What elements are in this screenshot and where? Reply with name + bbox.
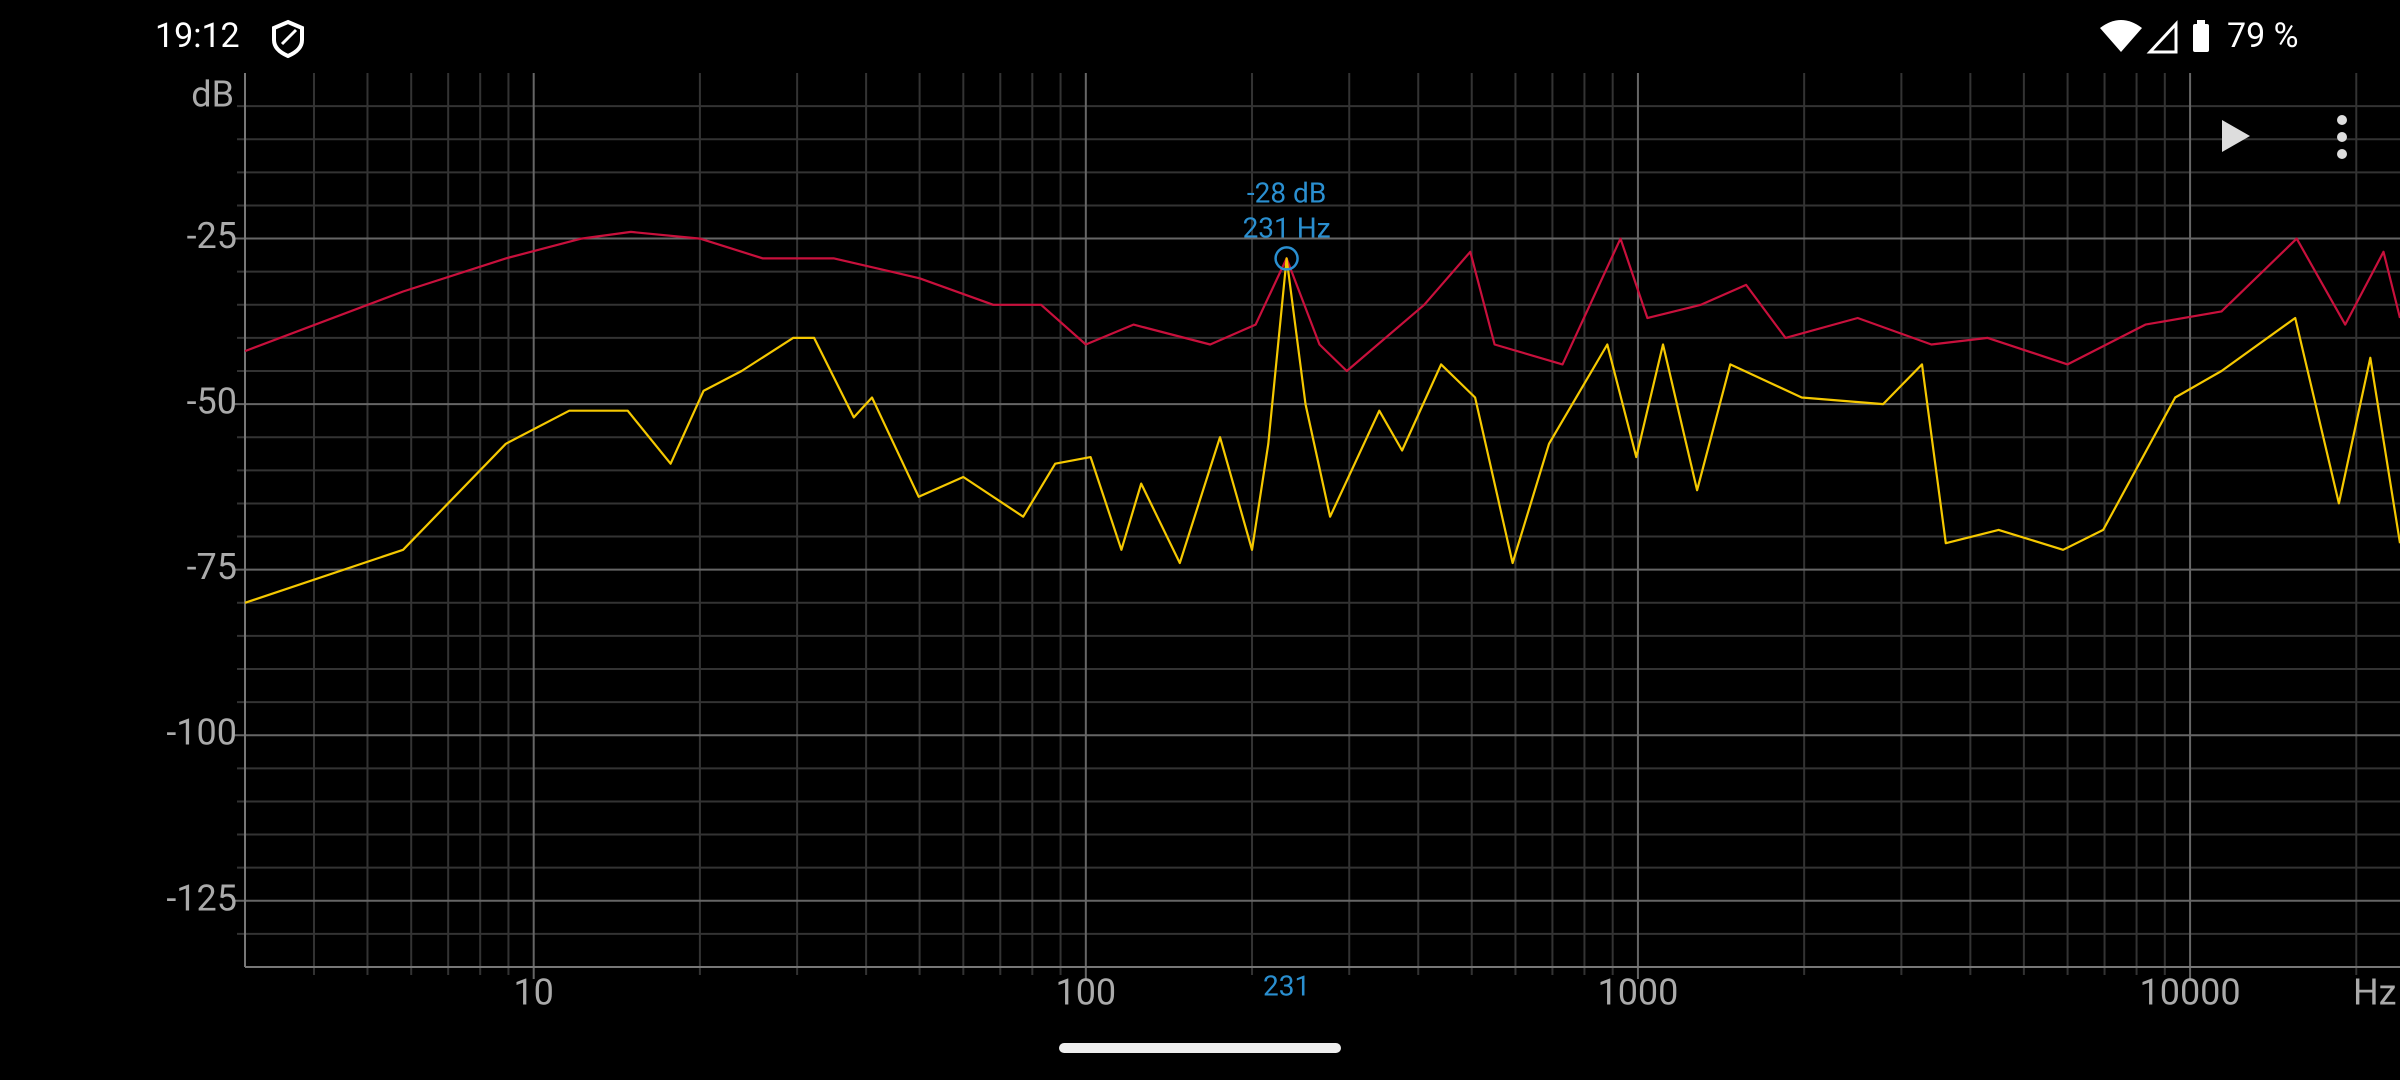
wifi-icon — [2100, 20, 2142, 52]
y-axis-label: dB — [191, 74, 234, 116]
x-tick-label: 1000 — [1597, 972, 1678, 1014]
y-tick-label: -125 — [166, 877, 237, 919]
shield-icon-slash — [280, 28, 298, 46]
y-tick-label: -75 — [187, 546, 237, 588]
peak-label: -28 dB — [1247, 176, 1326, 209]
plot — [244, 230, 2400, 604]
home-indicator[interactable] — [1059, 1043, 1341, 1053]
x-tick-label: 10000 — [2139, 972, 2240, 1014]
y-tick-label: -25 — [187, 215, 237, 257]
battery-icon — [2193, 24, 2209, 52]
menu-button[interactable] — [2337, 115, 2347, 159]
menu-dot[interactable] — [2337, 115, 2347, 125]
peak-marker — [1274, 246, 1299, 271]
spectrum-line — [244, 230, 2400, 373]
peak-x-label: 231 — [1263, 969, 1310, 1002]
grid — [233, 73, 2400, 979]
y-tick-label: -100 — [166, 712, 237, 754]
x-tick-label: 10 — [513, 972, 553, 1014]
peak-label: 231 Hz — [1243, 211, 1331, 244]
menu-dot[interactable] — [2337, 132, 2347, 142]
signal-icon — [2146, 20, 2178, 54]
x-axis-label: Hz — [2353, 972, 2397, 1014]
battery-text: 79 % — [2227, 16, 2299, 56]
y-tick-label: -50 — [187, 381, 237, 423]
play-button[interactable] — [2222, 120, 2250, 152]
x-tick-label: 100 — [1055, 972, 1116, 1014]
shield-icon — [272, 19, 304, 59]
menu-dot[interactable] — [2337, 149, 2347, 159]
battery-tip — [2197, 20, 2205, 25]
status-time: 19:12 — [155, 16, 240, 56]
spectrum-line — [244, 257, 2400, 604]
